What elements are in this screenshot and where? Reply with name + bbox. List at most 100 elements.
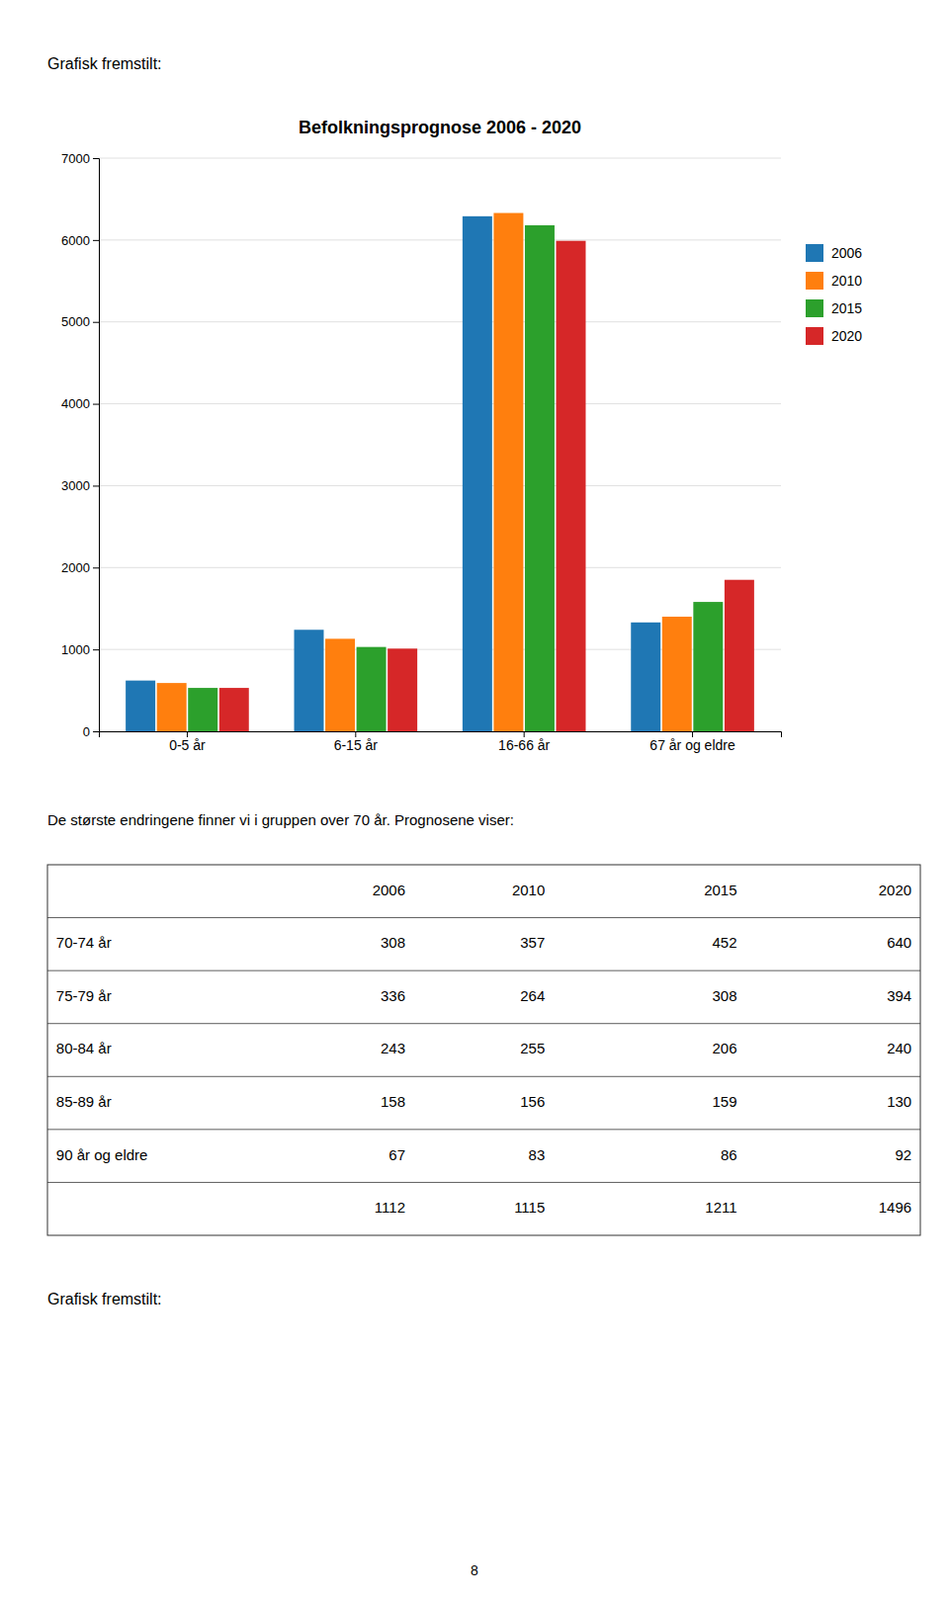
grid-line [98,158,781,160]
table-rule [47,1076,921,1078]
y-tick: 0 [83,724,99,740]
table-cell: 86 [720,1146,738,1164]
bar [294,629,325,732]
grid-line [98,567,781,569]
axis-line [92,159,100,733]
table-cell: 83 [528,1146,546,1164]
tick-label: 67 år og eldre [649,737,736,754]
table-cell: 80-84 år [56,1039,112,1057]
legend-label: 2015 [831,300,863,317]
table-cell: 90 år og eldre [56,1146,149,1164]
legend-item: 2006 [805,244,863,262]
legend-label: 2010 [831,272,863,289]
tick-mark [92,485,99,487]
tick-label: 4000 [61,396,90,412]
tick-label: 6000 [61,233,90,249]
y-tick: 2000 [61,560,99,576]
middle-text: De største endringene finner vi i gruppe… [47,811,515,829]
table-cell: 1211 [704,1199,737,1216]
table-cell: 158 [380,1093,406,1111]
table-cell: 92 [894,1146,912,1164]
tick-label: 1000 [61,642,90,658]
x-tick: 6-15 år [334,731,379,754]
table-cell: 336 [380,987,406,1005]
table: 200620102015202070-74 år30835745264075-7… [47,864,921,1236]
table-header: 2006 [372,881,406,899]
tick-mark [92,240,99,242]
table-header: 2015 [703,881,737,899]
page: Grafisk fremstilt:Befolkningsprognose 20… [0,0,949,1600]
x-axis: 0-5 år 6-15 år 16-66 år 67 år og eldre [99,731,782,754]
tick-mark [92,158,99,160]
tick-mark [92,649,99,651]
legend-label: 2006 [831,245,863,261]
bar [125,681,156,732]
bar [662,616,692,732]
table-header: 2020 [878,881,912,899]
tick-label: 6-15 år [334,737,379,754]
grid-line [98,485,781,487]
legend-item: 2015 [805,299,863,318]
bar-series [187,225,723,732]
table-rule [47,917,921,919]
bar-series [219,241,755,732]
table-cell: 67 [388,1146,406,1164]
table-cell: 70-74 år [56,934,112,951]
y-tick: 7000 [61,151,99,167]
y-tick: 3000 [61,478,99,494]
legend-item: 2010 [805,271,863,290]
legend-swatch [805,244,824,262]
bar [556,241,587,732]
grid-line [98,403,781,405]
tick-label: 0-5 år [169,737,206,754]
bar [219,688,250,732]
chart: 0 1000 2000 3000 4000 5000 6000 7000 0-5 år 6-15 … [61,151,781,754]
tick-label: 3000 [61,478,90,494]
header-text: Grafisk fremstilt: [47,55,163,73]
table-cell: 130 [886,1093,912,1111]
x-tick: 0-5 år [169,731,206,754]
bar-series [157,213,692,732]
tick-label: 2000 [61,560,90,576]
table-border [47,864,921,1236]
bar [187,688,218,732]
grid [98,158,781,732]
tick-label: 5000 [61,314,90,330]
table-cell: 452 [712,934,738,951]
y-tick: 5000 [61,314,99,330]
table-cell: 240 [886,1039,912,1057]
grid-line [98,239,781,241]
table-cell: 308 [380,934,406,951]
table-cell: 159 [712,1093,738,1111]
bar [387,648,418,732]
legend-swatch [805,327,824,346]
table-cell: 206 [712,1039,738,1057]
bar [157,683,187,732]
table-cell: 75-79 år [56,987,112,1005]
y-tick: 6000 [61,233,99,249]
tick-label: 7000 [61,151,90,167]
legend-item: 2020 [805,327,863,346]
tick-label: 16-66 år [498,737,550,754]
table-cell: 85-89 år [56,1093,112,1111]
table-rule [47,1182,921,1184]
tick-mark [92,322,99,324]
bar [692,602,723,732]
y-tick: 4000 [61,396,99,412]
table-rule [47,970,921,972]
table-cell: 640 [886,934,912,951]
grid-line [98,321,781,323]
page-number: 8 [470,1562,479,1579]
tick-label: 0 [83,724,90,740]
y-axis: 0 1000 2000 3000 4000 5000 6000 7000 [61,151,99,740]
table-cell: 156 [519,1093,545,1111]
bar [630,622,661,732]
footer-text: Grafisk fremstilt: [47,1291,163,1308]
bar-series [125,216,661,732]
x-tick: 67 år og eldre [649,731,736,754]
table-rule [47,1023,921,1025]
bar [462,216,493,732]
bar [325,638,355,732]
table-cell: 1112 [374,1199,406,1216]
legend-swatch [805,299,824,318]
